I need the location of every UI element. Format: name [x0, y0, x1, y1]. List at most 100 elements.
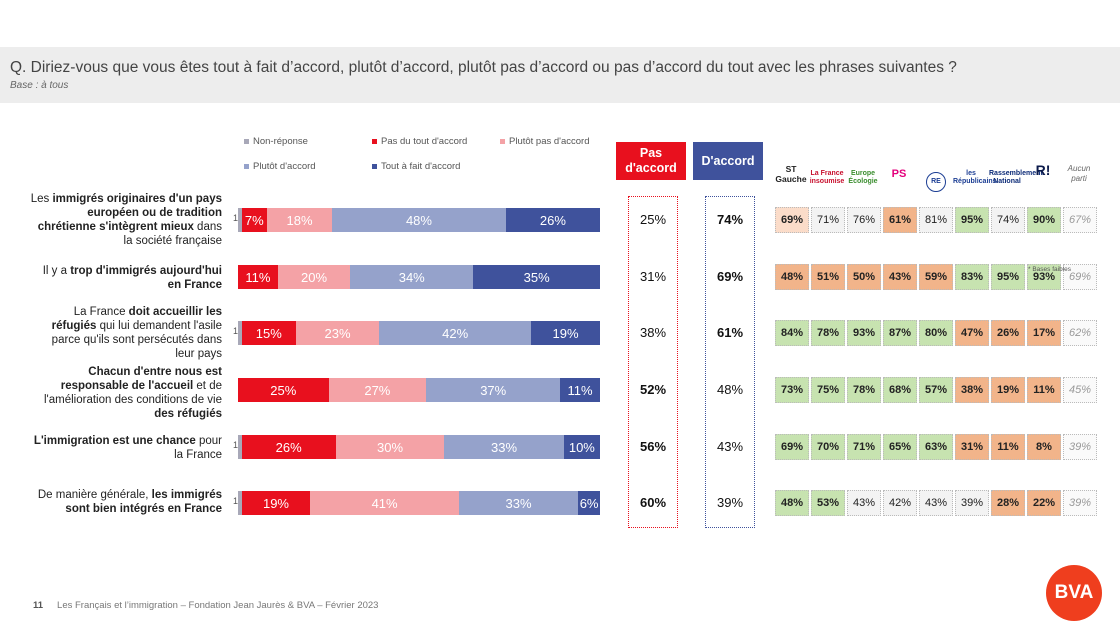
bar-value-label: 27%	[364, 382, 391, 398]
bar-value-label: 6%	[579, 495, 599, 511]
party-header-4: RE	[926, 172, 946, 192]
bar-segment: 20%	[277, 265, 351, 289]
bar-value-label: 23%	[324, 325, 351, 341]
bar-segment: 25%	[238, 378, 329, 402]
header-band	[0, 47, 1120, 103]
party-cell: 81%	[919, 207, 953, 233]
party-cell: 65%	[883, 434, 917, 460]
bar-segment: 11%	[238, 265, 278, 289]
party-cell: 93%	[1027, 264, 1061, 290]
party-cell: 78%	[811, 320, 845, 346]
bar-segment: 18%	[266, 208, 333, 232]
bar-segment: 7%	[241, 208, 267, 232]
row-label: La France doit accueillir les réfugiés q…	[51, 306, 222, 360]
party-cell: 59%	[919, 264, 953, 290]
party-cell: 57%	[919, 377, 953, 403]
bar-segment: 33%	[458, 491, 579, 515]
row-label: Il y a trop d'immigrés aujourd'hui en Fr…	[42, 265, 222, 291]
party-cell: 45%	[1063, 377, 1097, 403]
row-label: Chacun d'entre nous est responsable de l…	[44, 366, 222, 420]
bar-value-label: 11%	[567, 382, 593, 398]
accord-total: 39%	[716, 495, 744, 510]
party-cell: 67%	[1063, 207, 1097, 233]
party-header-2: Europe Écologie	[848, 170, 878, 185]
bva-logo: BVA	[1046, 565, 1102, 621]
accord-total: 48%	[716, 382, 744, 397]
party-cell: 43%	[847, 490, 881, 516]
legend-swatch	[372, 164, 377, 169]
party-cell: 74%	[991, 207, 1025, 233]
bar-segment	[238, 321, 242, 345]
bar-value-label: 20%	[300, 269, 328, 285]
party-cell: 19%	[991, 377, 1025, 403]
party-cell: 43%	[919, 490, 953, 516]
bar-segment: 10%	[563, 435, 600, 459]
bar-value-label: 18%	[286, 212, 313, 228]
party-cell: 83%	[955, 264, 989, 290]
bar-value-label: 37%	[480, 382, 507, 398]
party-cell: 69%	[775, 434, 809, 460]
bar-segment: 37%	[426, 378, 561, 402]
bar-row: 25% 27% 37% 11%	[238, 378, 600, 402]
party-cell: 84%	[775, 320, 809, 346]
party-cell: 68%	[883, 377, 917, 403]
party-cell: 48%	[775, 264, 809, 290]
legend-item-non-reponse: Non-réponse	[244, 136, 308, 147]
chart-legend: Non-réponse Pas du tout d'accord Plutôt …	[244, 136, 614, 176]
bar-segment: 23%	[295, 321, 380, 345]
bar-segment: 41%	[310, 491, 459, 515]
footer-text: Les Français et l’immigration – Fondatio…	[57, 600, 379, 611]
bar-value-label: 11%	[245, 269, 271, 285]
bar-segment: 42%	[379, 321, 532, 345]
accord-total: 43%	[716, 439, 744, 454]
legend-swatch	[500, 139, 505, 144]
bar-segment: 26%	[241, 435, 336, 459]
bar-row: 11% 20% 34% 35%	[238, 265, 600, 289]
party-cell: 78%	[847, 377, 881, 403]
bar-value-label: 10%	[568, 439, 595, 455]
footer: 11 Les Français et l’immigration – Fondat…	[33, 600, 378, 611]
bar-row: 7% 18% 48% 26%	[238, 208, 600, 232]
legend-swatch	[244, 139, 249, 144]
bar-row: 19% 41% 33% 6%	[238, 491, 600, 515]
party-cell: 61%	[883, 207, 917, 233]
bar-segment: 15%	[241, 321, 296, 345]
bar-segment	[238, 491, 242, 515]
party-cell: 11%	[991, 434, 1025, 460]
row-label: Les immigrés originaires d'un pays europ…	[30, 193, 222, 247]
party-cell: 11%	[1027, 377, 1061, 403]
party-cell: 71%	[811, 207, 845, 233]
page-number: 11	[33, 600, 44, 611]
party-row: 69% 70% 71% 65% 63% 31% 11% 8% 39%	[775, 434, 1099, 462]
party-cell: 31%	[955, 434, 989, 460]
legend-item-tout-a-fait: Tout à fait d'accord	[372, 161, 460, 172]
bar-value-label: 34%	[398, 269, 425, 285]
bar-segment	[238, 208, 242, 232]
party-cell: 42%	[883, 490, 917, 516]
legend-swatch	[244, 164, 249, 169]
row-label: L'immigration est une chance pour la Fra…	[33, 435, 222, 461]
party-cell: 63%	[919, 434, 953, 460]
bar-value-label: 26%	[539, 212, 566, 228]
party-cell: 62%	[1063, 320, 1097, 346]
legend-label: Plutôt pas d'accord	[509, 136, 590, 147]
legend-label: Pas du tout d'accord	[381, 136, 468, 147]
bar-value-label: 26%	[275, 439, 302, 455]
pas-accord-total: 25%	[639, 212, 667, 227]
legend-swatch	[372, 139, 377, 144]
party-header-7: R!	[1035, 162, 1051, 178]
party-cell: 48%	[775, 490, 809, 516]
bar-row: 26% 30% 33% 10%	[238, 435, 600, 459]
party-cell: 53%	[811, 490, 845, 516]
bar-segment: 33%	[444, 435, 564, 459]
question-text: Q. Diriez-vous que vous êtes tout à fait…	[10, 59, 957, 76]
party-row: 48% 53% 43% 42% 43% 39% 28% 22% 39%	[775, 490, 1099, 518]
party-cell: 26%	[991, 320, 1025, 346]
legend-item-pas-du-tout: Pas du tout d'accord	[372, 136, 467, 147]
bar-value-label: 42%	[442, 325, 469, 341]
party-header-1: La France insoumise	[809, 170, 845, 185]
party-cell: 47%	[955, 320, 989, 346]
bar-value-label: 35%	[523, 269, 550, 285]
pas-accord-total: 38%	[639, 325, 667, 340]
party-cell: 75%	[811, 377, 845, 403]
